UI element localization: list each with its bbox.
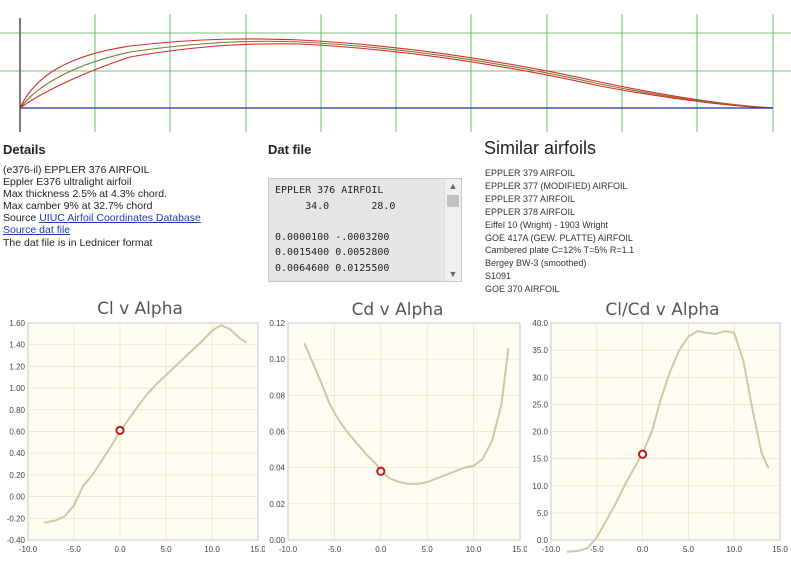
similar-airfoil-item[interactable]: EPPLER 377 (MODIFIED) AIRFOIL bbox=[485, 180, 628, 191]
y-tick-label: 0.20 bbox=[9, 471, 25, 480]
series-line bbox=[303, 342, 510, 485]
source-dat-file-link[interactable]: Source dat file bbox=[3, 224, 71, 237]
y-tick-label: 1.00 bbox=[9, 384, 25, 393]
x-tick-label: -5.0 bbox=[328, 545, 342, 554]
y-tick-label: 1.20 bbox=[9, 362, 25, 371]
y-tick-label: 0.00 bbox=[269, 536, 285, 545]
airfoil-name: (e376-il) EPPLER 376 AIRFOIL bbox=[3, 164, 150, 176]
y-tick-label: -0.20 bbox=[7, 514, 26, 523]
x-tick-label: -10.0 bbox=[542, 545, 561, 554]
y-tick-label: 35.0 bbox=[532, 346, 548, 355]
airfoil-grid bbox=[0, 14, 791, 132]
x-tick-label: 0.0 bbox=[114, 545, 126, 554]
y-tick-label: 1.40 bbox=[9, 341, 25, 350]
similar-airfoil-item[interactable]: Eiffel 10 (Wright) - 1903 Wright bbox=[485, 219, 609, 230]
similar-airfoils-list: EPPLER 379 AIRFOIL EPPLER 377 (MODIFIED) … bbox=[485, 167, 634, 296]
clcd-alpha-title: Cl/Cd v Alpha bbox=[605, 300, 720, 320]
x-tick-label: 5.0 bbox=[683, 545, 695, 554]
x-tick-label: 5.0 bbox=[160, 545, 172, 554]
cl-alpha-title: Cl v Alpha bbox=[97, 299, 183, 319]
similar-airfoil-item[interactable]: S1091 bbox=[485, 271, 512, 282]
scroll-up-icon[interactable]: ▲ bbox=[448, 181, 458, 191]
dat-file-textbox[interactable]: EPPLER 376 AIRFOIL 34.0 28.0 0.0000100 -… bbox=[268, 178, 462, 282]
similar-airfoil-item[interactable]: EPPLER 379 AIRFOIL bbox=[485, 168, 576, 178]
airfoil-camber-line bbox=[19, 40, 774, 109]
max-camber: Max camber 9% at 32.7% chord bbox=[3, 200, 153, 213]
x-tick-label: 5.0 bbox=[422, 545, 434, 554]
similar-airfoil-item[interactable]: Bergey BW-3 (smoothed) bbox=[485, 258, 587, 269]
y-tick-label: 15.0 bbox=[532, 455, 548, 464]
y-tick-label: 0.0 bbox=[537, 536, 549, 545]
y-tick-label: 0.06 bbox=[269, 428, 285, 437]
y-tick-label: 20.0 bbox=[532, 428, 548, 437]
similar-airfoil-item[interactable]: GOE 370 AIRFOIL bbox=[485, 284, 560, 295]
airfoil-lower-surface bbox=[19, 43, 774, 109]
y-tick-label: 0.60 bbox=[9, 428, 25, 437]
details-heading: Details bbox=[3, 142, 46, 157]
scroll-down-icon[interactable]: ▼ bbox=[448, 269, 458, 279]
y-tick-label: 0.40 bbox=[9, 449, 25, 458]
x-tick-label: 0.0 bbox=[375, 545, 387, 554]
cd-alpha-chart: 0.00 0.02 0.04 0.06 0.08 0.10 0.12 -10.0 -5.0 0.0… bbox=[269, 319, 527, 554]
x-tick-label: -5.0 bbox=[590, 545, 604, 554]
clcd-alpha-chart: 0.0 5.0 10.0 15.0 20.0 25.0 30.0 35.0 40.0 -10.0 -… bbox=[532, 319, 788, 554]
y-tick-label: 0.08 bbox=[269, 391, 285, 400]
airfoil-upper-surface bbox=[19, 38, 774, 109]
series-line bbox=[566, 330, 770, 553]
y-tick-label: 0.12 bbox=[269, 319, 285, 328]
x-tick-label: 15.0 bbox=[512, 545, 527, 554]
x-tick-label: 15.0 bbox=[772, 545, 788, 554]
x-tick-label: 10.0 bbox=[204, 545, 220, 554]
x-tick-label: -10.0 bbox=[279, 545, 298, 554]
y-tick-label: 0.10 bbox=[269, 355, 285, 364]
y-tick-label: 40.0 bbox=[532, 319, 548, 328]
similar-airfoils-heading: Similar airfoils bbox=[484, 138, 597, 158]
scroll-thumb[interactable] bbox=[447, 195, 459, 207]
source-database-link[interactable]: UIUC Airfoil Coordinates Database bbox=[39, 212, 201, 225]
source-line: Source UIUC Airfoil Coordinates Database bbox=[3, 212, 253, 224]
current-alpha-marker bbox=[638, 449, 648, 459]
y-tick-label: 10.0 bbox=[532, 482, 548, 491]
y-tick-label: 0.00 bbox=[9, 493, 25, 502]
x-tick-label: 15.0 bbox=[250, 545, 265, 554]
cd-alpha-title: Cd v Alpha bbox=[351, 300, 444, 320]
format-note: The dat file is in Lednicer format bbox=[3, 236, 153, 249]
y-tick-label: 5.0 bbox=[537, 509, 549, 518]
y-tick-label: 30.0 bbox=[532, 373, 548, 382]
current-alpha-marker bbox=[376, 466, 386, 476]
source-prefix: Source bbox=[3, 212, 40, 225]
dat-file-heading: Dat file bbox=[268, 142, 312, 157]
cl-alpha-chart: -0.40 -0.20 0.00 0.20 0.40 0.60 0.80 1.00 1.20 1.… bbox=[7, 319, 265, 554]
y-tick-label: -0.40 bbox=[7, 536, 26, 545]
x-tick-label: -5.0 bbox=[67, 545, 81, 554]
y-tick-label: 1.60 bbox=[9, 319, 25, 328]
x-tick-label: 10.0 bbox=[726, 545, 742, 554]
similar-airfoil-item[interactable]: EPPLER 378 AIRFOIL bbox=[485, 206, 576, 217]
y-tick-label: 0.04 bbox=[269, 464, 285, 473]
current-alpha-marker bbox=[115, 425, 125, 436]
details-panel: (e376-il) EPPLER 376 AIRFOIL Eppler E376… bbox=[3, 164, 253, 249]
x-tick-label: 0.0 bbox=[637, 545, 649, 554]
similar-airfoil-item[interactable]: EPPLER 377 AIRFOIL bbox=[485, 193, 576, 204]
dat-file-content: EPPLER 376 AIRFOIL 34.0 28.0 0.0000100 -… bbox=[275, 185, 396, 274]
similar-airfoil-item[interactable]: GOE 417A (GEW. PLATTE) AIRFOIL bbox=[485, 232, 633, 243]
similar-airfoil-item[interactable]: Cambered plate C=12% T=5% R=1.1 bbox=[485, 245, 635, 256]
max-thickness: Max thickness 2.5% at 4.3% chord. bbox=[3, 188, 167, 201]
airfoil-shape-plot bbox=[0, 14, 791, 132]
y-tick-label: 0.02 bbox=[269, 500, 285, 509]
x-tick-label: -10.0 bbox=[19, 545, 38, 554]
airfoil-description: Eppler E376 ultralight airfoil bbox=[3, 176, 132, 189]
y-tick-label: 0.80 bbox=[9, 406, 25, 415]
y-tick-label: 25.0 bbox=[532, 400, 548, 409]
x-tick-label: 10.0 bbox=[466, 545, 482, 554]
series-line bbox=[43, 324, 248, 524]
dat-file-scrollbar[interactable]: ▲ ▼ bbox=[444, 179, 461, 281]
